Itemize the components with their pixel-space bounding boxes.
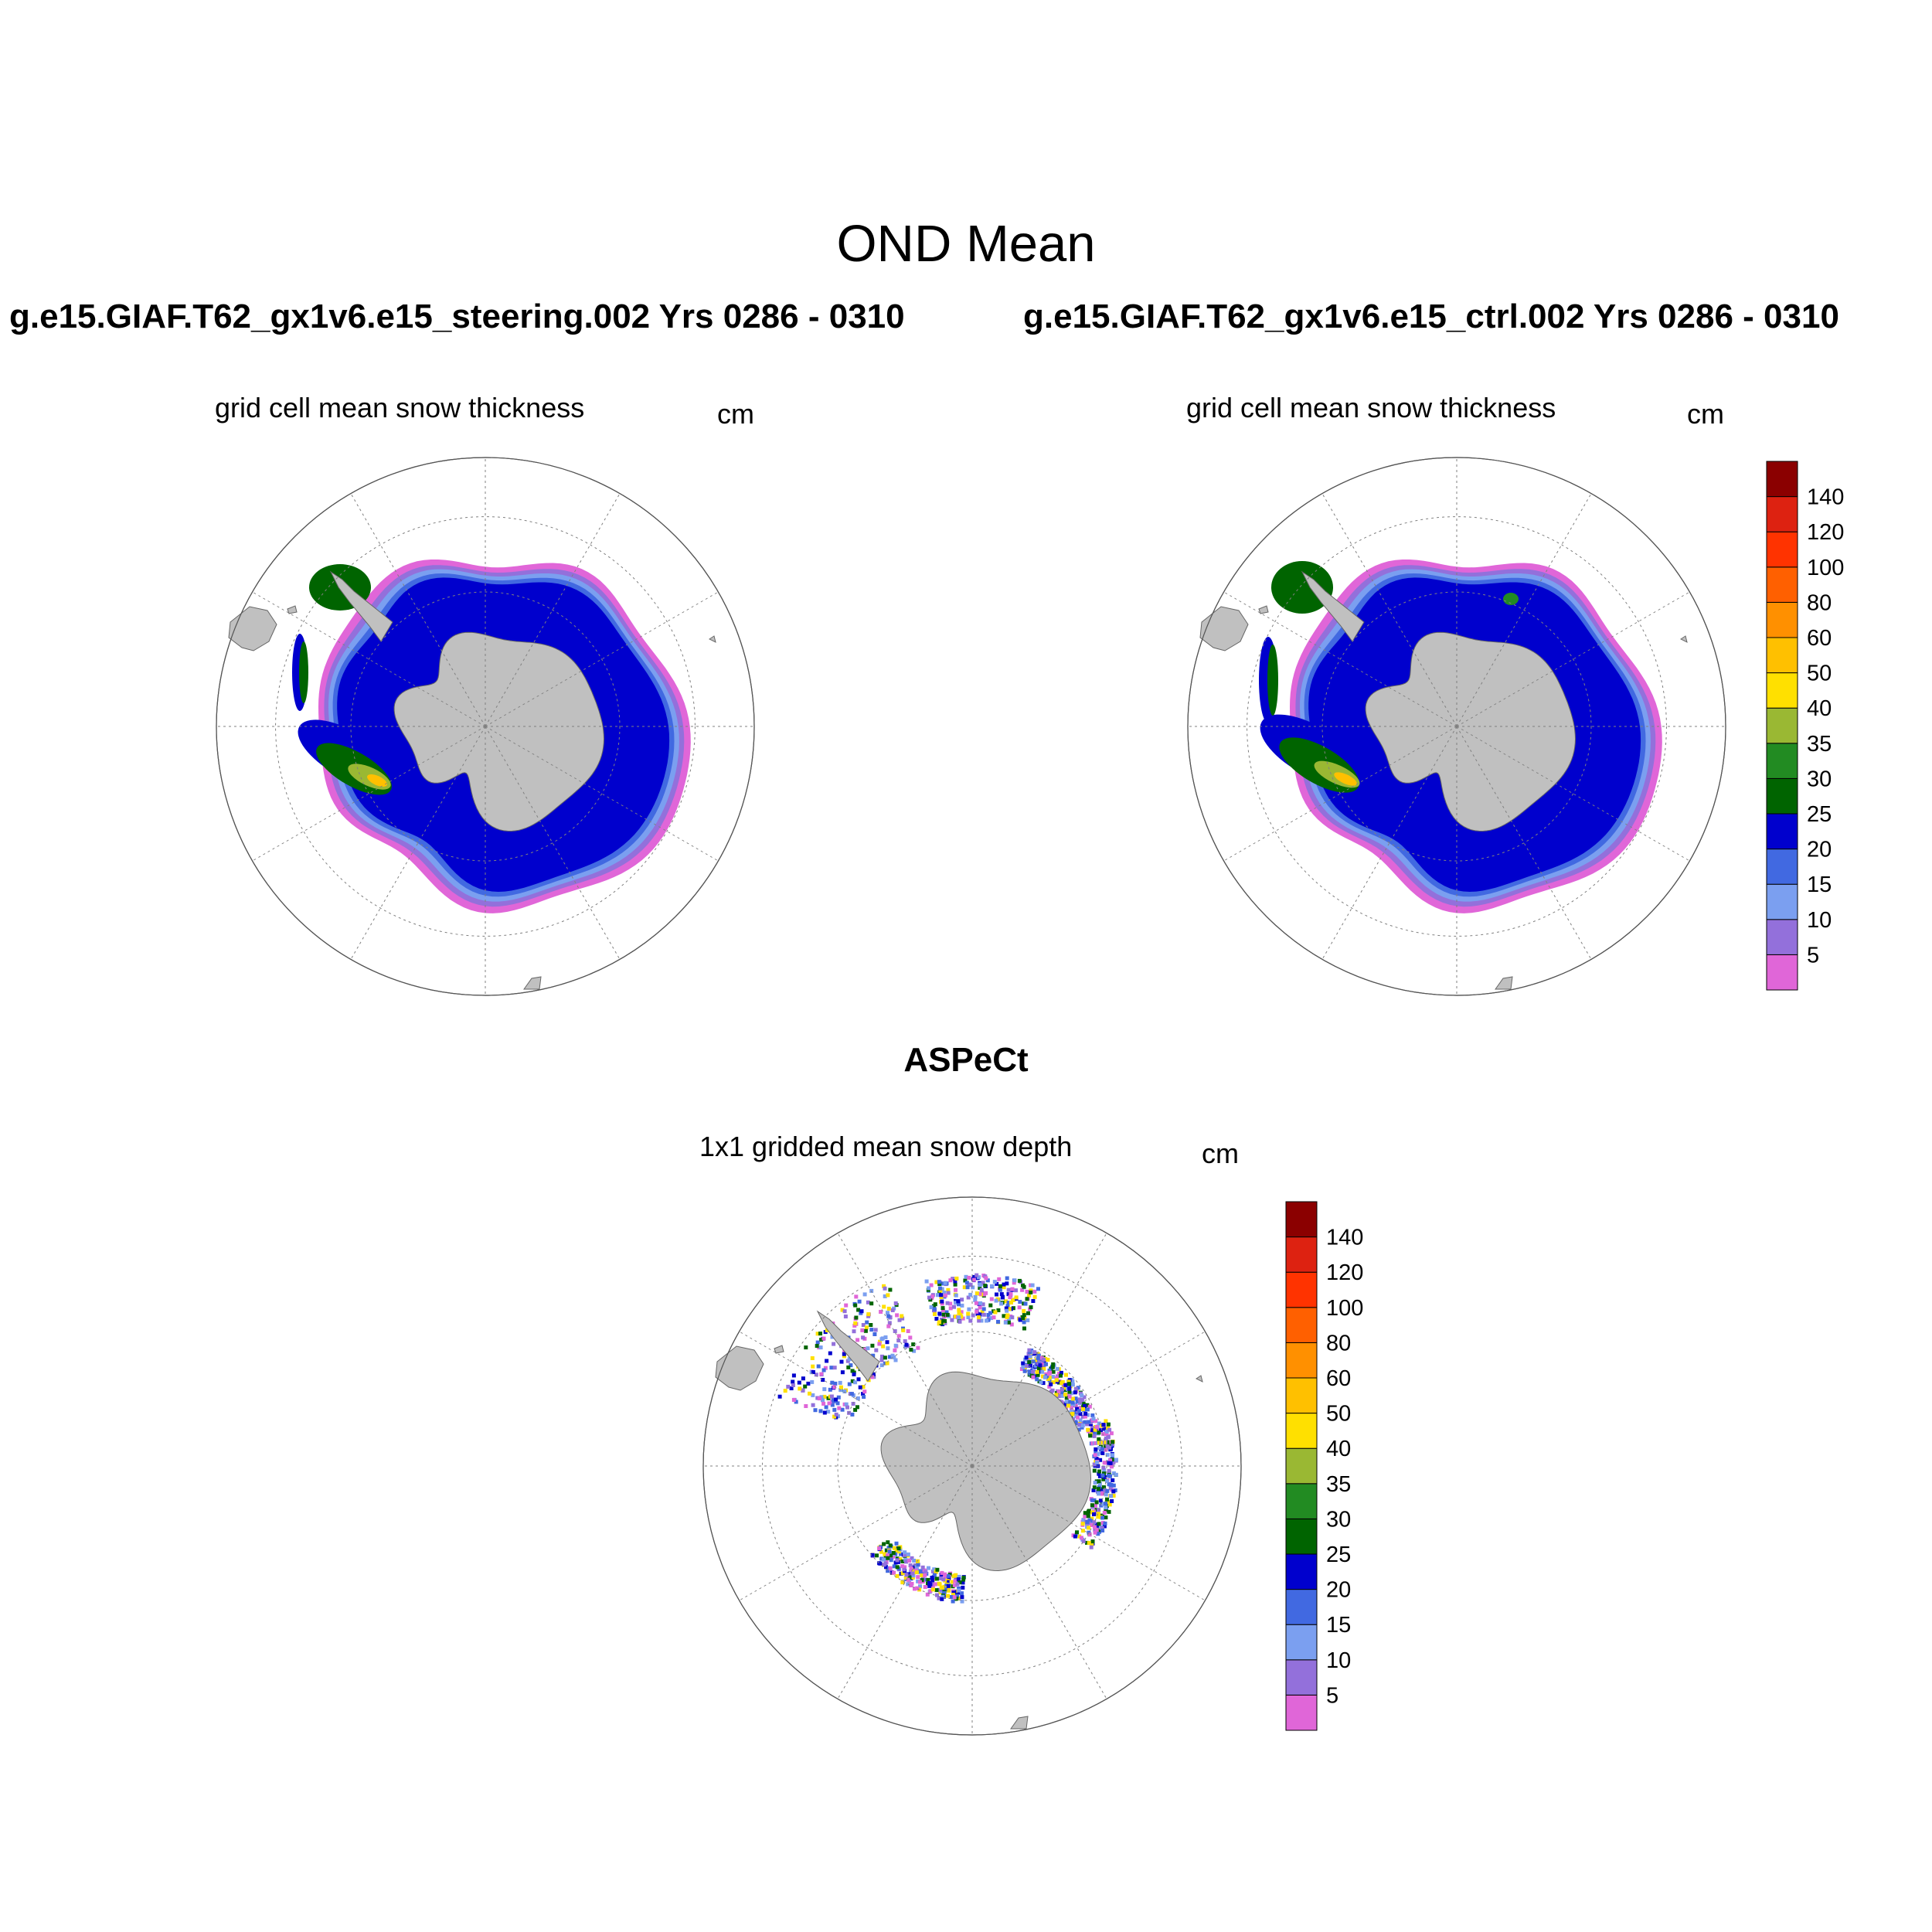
graticule xyxy=(216,457,755,996)
panel-1-variable-label: grid cell mean snow thickness xyxy=(215,392,585,423)
colorbar-box xyxy=(1766,777,1798,815)
observation-variable-label: 1x1 gridded mean snow depth xyxy=(699,1131,1073,1162)
graticule xyxy=(1187,457,1726,996)
south-america-landmass xyxy=(1199,606,1249,651)
colorbar-tick-label: 10 xyxy=(1326,1648,1351,1673)
colorbar-tick-label: 40 xyxy=(1326,1437,1351,1461)
colorbar-tick-label: 50 xyxy=(1326,1402,1351,1427)
observation-polar-map xyxy=(702,1196,1242,1736)
colorbar-tick-label: 100 xyxy=(1326,1296,1363,1321)
colorbar-tick-label: 10 xyxy=(1807,908,1832,933)
panel-2-run-title: g.e15.GIAF.T62_gx1v6.e15_ctrl.002 Yrs 02… xyxy=(1023,298,1839,335)
colorbar-tick-label: 5 xyxy=(1326,1683,1338,1708)
colorbar-box xyxy=(1285,1518,1318,1555)
top-colorbar: 5 10 15 20 25 30 35 40 50 60 80 100 120 140 xyxy=(1766,461,1844,991)
colorbar-tick-label: 50 xyxy=(1807,662,1832,686)
colorbar-box xyxy=(1766,883,1798,920)
colorbar-tick-label: 20 xyxy=(1807,838,1832,862)
colorbar-box xyxy=(1285,1589,1318,1625)
colorbar-tick-label: 120 xyxy=(1807,520,1844,545)
colorbar-tick-label: 80 xyxy=(1807,590,1832,615)
colorbar-box xyxy=(1285,1624,1318,1661)
colorbar-box xyxy=(1285,1413,1318,1449)
colorbar-tick-label: 25 xyxy=(1326,1543,1351,1567)
colorbar-box xyxy=(1766,813,1798,850)
observation-title: ASPeCt xyxy=(903,1041,1029,1079)
colorbar-box xyxy=(1285,1553,1318,1590)
colorbar-box xyxy=(1766,849,1798,885)
colorbar-box xyxy=(1766,919,1798,955)
colorbar-tick-label: 120 xyxy=(1326,1260,1363,1285)
colorbar-box xyxy=(1285,1447,1318,1485)
colorbar-tick-label: 100 xyxy=(1807,556,1844,580)
colorbar-tick-label: 140 xyxy=(1326,1226,1363,1250)
colorbar-box xyxy=(1766,531,1798,568)
panel-2-variable-label: grid cell mean snow thickness xyxy=(1186,392,1556,423)
colorbar-tick-label: 15 xyxy=(1807,872,1832,897)
colorbar-box xyxy=(1766,566,1798,603)
panel-1-unit-label: cm xyxy=(717,398,754,430)
colorbar-tick-label: 20 xyxy=(1326,1578,1351,1603)
colorbar-box xyxy=(1285,1342,1318,1379)
colorbar-tick-label: 35 xyxy=(1326,1472,1351,1497)
colorbar-tick-label: 25 xyxy=(1807,802,1832,827)
colorbar-box xyxy=(1285,1236,1318,1273)
colorbar-tick-label: 35 xyxy=(1807,732,1832,757)
colorbar-box xyxy=(1766,672,1798,709)
colorbar-tick-label: 60 xyxy=(1326,1366,1351,1391)
main-title: OND Mean xyxy=(836,215,1096,273)
panel-1-run-title: g.e15.GIAF.T62_gx1v6.e15_steering.002 Yr… xyxy=(9,298,905,335)
colorbar-tick-label: 140 xyxy=(1807,485,1844,510)
panel-2-unit-label: cm xyxy=(1687,398,1724,430)
observation-unit-label: cm xyxy=(1202,1138,1239,1169)
colorbar-tick-label: 60 xyxy=(1807,626,1832,651)
colorbar-box xyxy=(1766,496,1798,532)
panel-2-polar-map xyxy=(1187,457,1726,996)
colorbar-box xyxy=(1766,461,1798,498)
snow-depth-observations xyxy=(777,1273,1118,1604)
colorbar-box xyxy=(1766,743,1798,779)
colorbar-box xyxy=(1766,601,1798,638)
colorbar-box xyxy=(1285,1659,1318,1696)
colorbar-box xyxy=(1285,1271,1318,1308)
bottom-colorbar: 5 10 15 20 25 30 35 40 50 60 80 100 120 140 xyxy=(1285,1201,1363,1731)
colorbar-box xyxy=(1766,954,1798,991)
colorbar-tick-label: 40 xyxy=(1807,696,1832,721)
colorbar-box xyxy=(1285,1377,1318,1414)
panel-1-polar-map xyxy=(216,457,755,996)
colorbar-box xyxy=(1285,1483,1318,1519)
colorbar-box xyxy=(1285,1694,1318,1731)
colorbar-box xyxy=(1766,707,1798,744)
colorbar-tick-label: 5 xyxy=(1807,943,1819,968)
colorbar-tick-label: 15 xyxy=(1326,1613,1351,1638)
colorbar-box xyxy=(1766,637,1798,674)
colorbar-tick-label: 30 xyxy=(1807,767,1832,791)
colorbar-tick-label: 80 xyxy=(1326,1331,1351,1355)
colorbar-box xyxy=(1285,1201,1318,1238)
south-america-landmass xyxy=(715,1345,764,1391)
south-america-landmass xyxy=(228,606,277,651)
colorbar-tick-label: 30 xyxy=(1326,1507,1351,1532)
colorbar-box xyxy=(1285,1307,1318,1343)
